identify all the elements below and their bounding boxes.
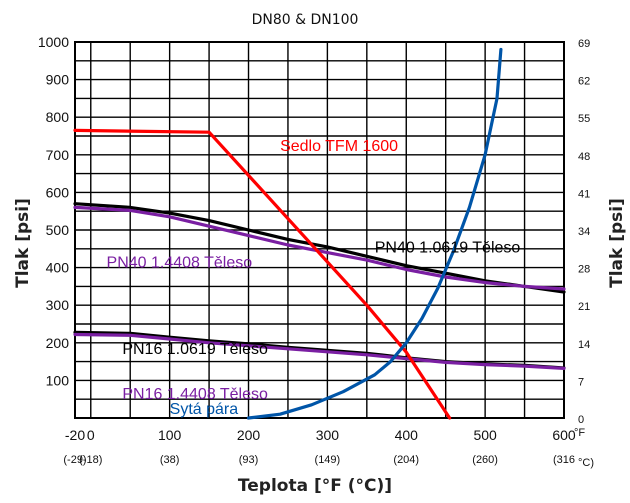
series-layer [73,47,566,420]
y-tick-label-left: 200 [46,335,70,351]
series-line-1 [73,205,566,291]
y-tick-label-right: 7 [578,376,584,388]
x-tick-celsius: (-18) [79,454,102,466]
y-tick-label-left: 900 [46,72,70,88]
y-tick-label-right: 28 [578,264,590,276]
x-axis-label: Teplota [°F (°C)] [238,476,392,496]
x-tick-celsius: (38) [160,454,180,466]
grid [74,41,565,419]
x-tick-celsius: (93) [239,454,259,466]
y-tick-label-right: 48 [578,151,590,163]
y-tick-label-right: 55 [578,113,590,125]
y-tick-label-left: 600 [46,184,70,200]
y-tick-label-left: 1000 [38,34,69,50]
x-tick-label: -20 [65,427,85,443]
series-annotation: PN40 1.0619 Těleso [375,240,521,257]
y-tick-label-left: 800 [46,109,70,125]
y-tick-label-right: 41 [578,188,590,200]
series-line-5 [246,47,503,420]
series-annotation: PN40 1.4408 Těleso [107,255,253,272]
y-tick-label-left: 500 [46,222,70,238]
series-annotation: Sytá pára [170,401,239,418]
ticks: -20(-29)0(-18)100(38)200(93)300(149)400(… [38,34,594,469]
x-tick-celsius: (260) [472,454,498,466]
x-tick-label: 100 [158,427,182,443]
y-axis-label-right: Tlak [psi] [607,198,627,288]
y-axis-label-left: Tlak [psi] [13,198,33,288]
y-tick-label-right: 69 [578,38,590,50]
plot-frame [74,41,565,419]
series-line-0 [73,202,566,294]
y-tick-label-right: 0 [578,414,584,426]
y-tick-label-right: 34 [578,226,590,238]
x-tick-label: 500 [473,427,497,443]
y-tick-label-right: 62 [578,76,590,88]
annotations: Sedlo TFM 1600 PN40 1.0619 Těleso PN40 1.4… [107,138,521,418]
x-tick-label: 400 [395,427,419,443]
series-line-3 [73,332,566,370]
x-tick-celsius: (149) [315,454,341,466]
y-tick-label-left: 300 [46,297,70,313]
x-tick-celsius: (204) [393,454,419,466]
x-tick-celsius-unit: °C) [578,457,594,469]
x-tick-celsius: (-29) [63,454,86,466]
x-tick-unit: °F [574,427,585,439]
series-annotation: Sedlo TFM 1600 [280,138,398,155]
y-tick-label-left: 100 [46,372,70,388]
x-tick-label: 0 [87,427,95,443]
series-line-4 [73,128,452,420]
chart-title: DN80 & DN100 [252,12,359,28]
x-tick-label: 600 [552,427,576,443]
x-tick-celsius: (316 [553,454,575,466]
series-annotation: PN16 1.4408 Těleso [122,386,268,403]
series-annotation: PN16 1.0619 Těleso [122,341,268,358]
y-tick-label-left: 400 [46,260,70,276]
y-tick-label-right: 14 [578,339,590,351]
x-tick-label: 300 [316,427,340,443]
y-tick-label-right: 21 [578,301,590,313]
y-tick-label-left: 700 [46,147,70,163]
x-tick-label: 200 [237,427,261,443]
